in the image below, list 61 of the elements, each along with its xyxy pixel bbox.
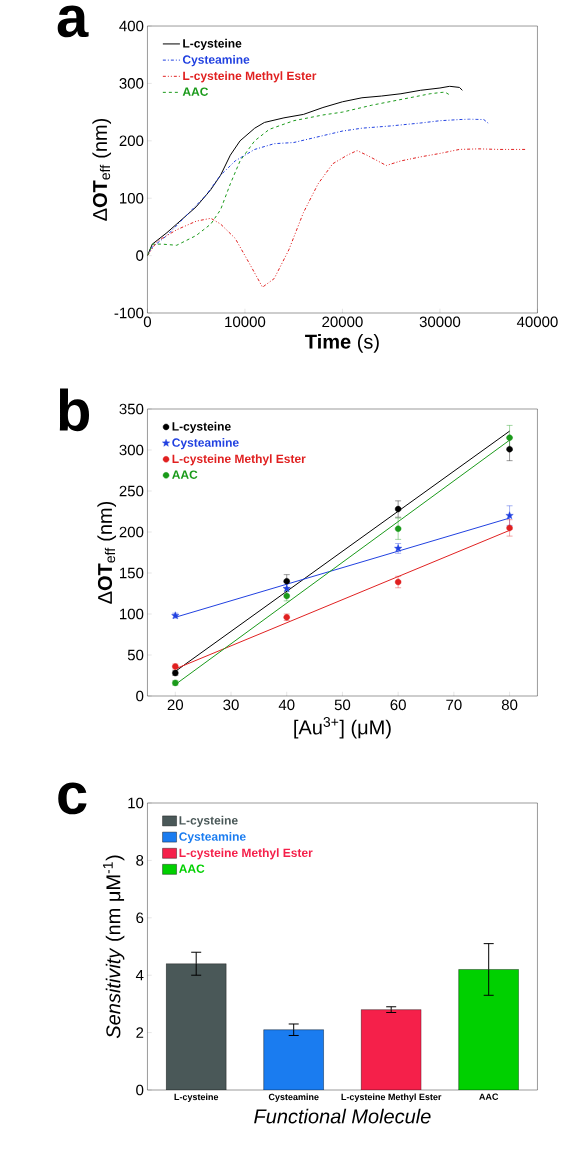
legend-label: AAC bbox=[171, 470, 198, 479]
y-tick-label: 100 bbox=[119, 608, 144, 620]
legend-label: L-cysteine bbox=[172, 421, 231, 434]
point bbox=[505, 511, 514, 519]
legend-label: Cysteamine bbox=[179, 832, 246, 844]
x-tick-label: L-cysteine bbox=[174, 1093, 218, 1102]
y-axis-title: Sensitivity (nm μM$^{-1}$) bbox=[102, 855, 125, 1039]
line-series bbox=[147, 148, 527, 288]
x-tick-label: 20000 bbox=[322, 316, 363, 328]
point bbox=[506, 524, 513, 532]
y-tick-label: 400 bbox=[119, 20, 144, 32]
legend-label: L-cysteine Methyl Ester bbox=[179, 848, 313, 860]
x-tick-label: 40000 bbox=[516, 316, 558, 328]
x-tick-label: 10000 bbox=[225, 316, 265, 328]
x-tick-label: AAC bbox=[478, 1093, 498, 1100]
y-axis-title: ΔOT$_{eff}$ (nm) bbox=[92, 118, 111, 221]
legend-label: L-cysteine bbox=[179, 815, 238, 828]
legend-label: Cysteamine bbox=[172, 438, 239, 450]
y-tick-label: 350 bbox=[119, 403, 144, 415]
legend-label: Cysteamine bbox=[182, 55, 250, 67]
y-tick-label: 200 bbox=[119, 135, 144, 147]
y-tick-label: 6 bbox=[136, 912, 144, 924]
y-tick-label: 200 bbox=[119, 526, 144, 538]
y-axis-title: ΔOT$_{eff}$ (nm) bbox=[97, 501, 116, 604]
x-tick-label: 20 bbox=[167, 699, 183, 711]
legend-label: AAC bbox=[182, 87, 208, 96]
point bbox=[506, 445, 513, 453]
x-tick-label: 60 bbox=[390, 699, 406, 711]
y-tick-label: 2 bbox=[136, 1027, 143, 1038]
x-tick-label: 70 bbox=[446, 699, 462, 711]
y-tick-label: 100 bbox=[119, 192, 144, 204]
y-tick-label: 4 bbox=[135, 970, 144, 981]
legend-label: L-cysteine Methyl Ester bbox=[172, 454, 306, 466]
x-axis-title: [Au$^{3+}$] (μM) bbox=[294, 717, 391, 739]
y-tick-label: 10 bbox=[128, 797, 144, 809]
chart-title: b bbox=[59, 388, 89, 432]
x-tick-label: 80 bbox=[501, 699, 518, 711]
y-tick-label: 300 bbox=[119, 444, 144, 456]
legend-label: L-cysteine Methyl Ester bbox=[183, 71, 317, 83]
y-tick-label: 250 bbox=[119, 485, 144, 497]
x-tick-label: 40 bbox=[278, 699, 295, 711]
chart-title: c bbox=[58, 782, 87, 815]
point bbox=[394, 525, 402, 532]
x-tick-label: 30 bbox=[223, 699, 239, 711]
y-tick-label: 0 bbox=[135, 250, 144, 261]
y-tick-label: 300 bbox=[119, 78, 144, 89]
y-tick-label: 50 bbox=[127, 649, 144, 661]
legend-label: L-cysteine bbox=[183, 38, 242, 51]
chart-title: a bbox=[57, 5, 89, 38]
x-tick-label: L-cysteine Methyl Ester bbox=[341, 1093, 442, 1102]
x-tick-label: 50 bbox=[334, 699, 350, 711]
y-tick-label: 0 bbox=[135, 690, 144, 702]
y-tick-label: 150 bbox=[119, 567, 144, 579]
x-tick-label: 30000 bbox=[419, 316, 460, 328]
x-tick-label: Cysteamine bbox=[268, 1093, 319, 1102]
y-tick-label: 8 bbox=[136, 855, 144, 866]
legend-label: AAC bbox=[178, 864, 205, 873]
x-axis-title: Functional Molecule bbox=[253, 1108, 431, 1124]
y-tick-label: -100 bbox=[114, 307, 144, 319]
point bbox=[394, 505, 402, 513]
x-axis-title: Time (s) bbox=[304, 334, 379, 353]
